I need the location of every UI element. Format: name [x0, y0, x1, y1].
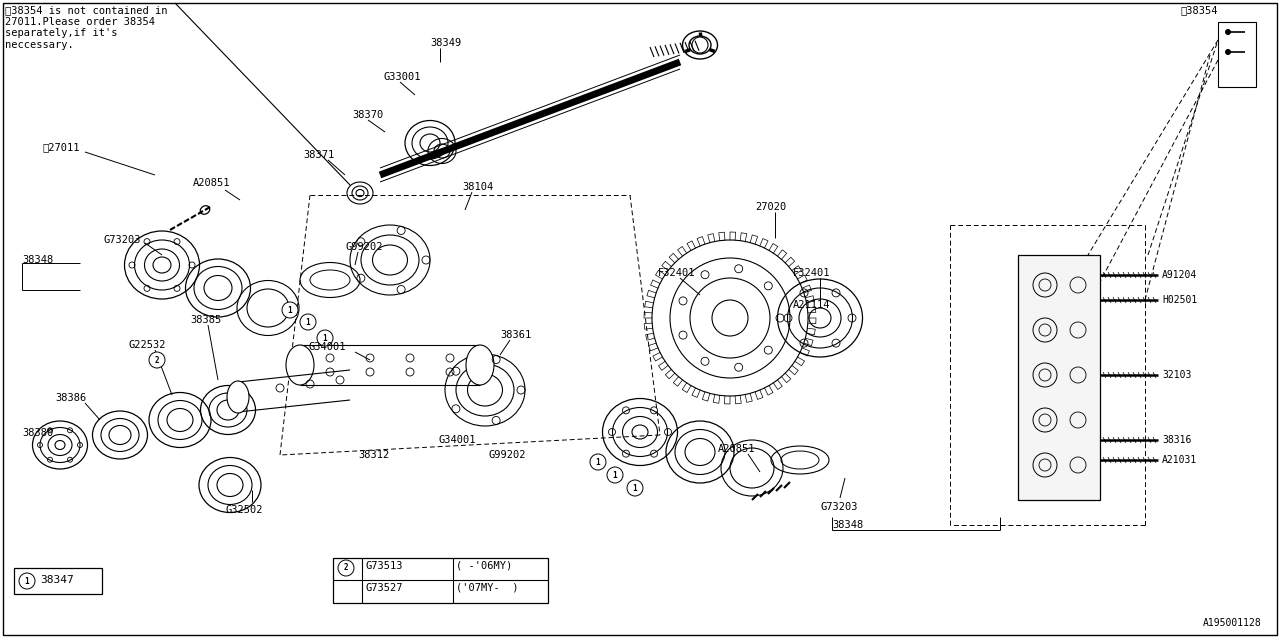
Text: 38385: 38385	[189, 315, 221, 325]
Text: 1: 1	[595, 458, 600, 467]
Text: 38371: 38371	[303, 150, 334, 160]
Text: 38348: 38348	[832, 520, 863, 530]
Text: 27020: 27020	[755, 202, 786, 212]
Text: G73203: G73203	[820, 502, 858, 512]
Text: G34001: G34001	[438, 435, 475, 445]
Text: G22532: G22532	[128, 340, 165, 350]
Text: ※27011: ※27011	[42, 142, 79, 152]
Text: A20851: A20851	[193, 178, 230, 188]
Text: 38380: 38380	[22, 428, 54, 438]
Text: 38312: 38312	[358, 450, 389, 460]
Text: ※38354 is not contained in
27011.Please order 38354
separately,if it's
neccessar: ※38354 is not contained in 27011.Please …	[5, 5, 168, 50]
Text: 38361: 38361	[500, 330, 531, 340]
Bar	[333, 558, 548, 603]
Bar	[1219, 22, 1256, 87]
Bar	[14, 568, 102, 594]
Text: 2: 2	[155, 355, 159, 365]
Text: G33001: G33001	[383, 72, 421, 82]
Circle shape	[590, 454, 605, 470]
Text: ('07MY-  ): ('07MY- )	[456, 583, 518, 593]
Circle shape	[607, 467, 623, 483]
Circle shape	[338, 560, 355, 576]
Text: 1: 1	[24, 577, 29, 586]
Text: A21114: A21114	[794, 300, 831, 310]
Text: 32103: 32103	[1162, 370, 1192, 380]
Text: 38104: 38104	[462, 182, 493, 192]
Circle shape	[300, 314, 316, 330]
Bar	[1018, 255, 1100, 500]
Text: H02501: H02501	[1162, 295, 1197, 305]
Text: 38386: 38386	[55, 393, 86, 403]
Text: A21031: A21031	[1162, 455, 1197, 465]
Text: ※38354: ※38354	[1180, 5, 1217, 15]
Text: G99202: G99202	[488, 450, 526, 460]
Text: 1: 1	[323, 333, 328, 342]
Circle shape	[1225, 49, 1230, 54]
Text: 38349: 38349	[430, 38, 461, 48]
Text: 1: 1	[632, 483, 637, 493]
Text: F32401: F32401	[658, 268, 695, 278]
Text: G99202: G99202	[346, 242, 383, 252]
Text: 38370: 38370	[352, 110, 383, 120]
Text: 38348: 38348	[22, 255, 54, 265]
Ellipse shape	[466, 345, 494, 385]
Text: G73203: G73203	[102, 235, 141, 245]
Text: 1: 1	[613, 470, 617, 479]
Text: 2: 2	[344, 563, 348, 573]
Ellipse shape	[227, 381, 250, 413]
Text: A195001128: A195001128	[1203, 618, 1262, 628]
Text: G73527: G73527	[365, 583, 402, 593]
Text: G34001: G34001	[308, 342, 346, 352]
Circle shape	[282, 302, 298, 318]
Text: A91204: A91204	[1162, 270, 1197, 280]
Text: 1: 1	[306, 317, 310, 326]
Circle shape	[148, 352, 165, 368]
Text: 38347: 38347	[40, 575, 74, 585]
Text: F32401: F32401	[794, 268, 831, 278]
Circle shape	[317, 330, 333, 346]
Ellipse shape	[285, 345, 314, 385]
Text: G73513: G73513	[365, 561, 402, 571]
Text: ( -'06MY): ( -'06MY)	[456, 561, 512, 571]
Circle shape	[627, 480, 643, 496]
Text: 38316: 38316	[1162, 435, 1192, 445]
Circle shape	[1225, 29, 1230, 35]
Circle shape	[19, 573, 35, 589]
Text: 1: 1	[288, 305, 292, 314]
Text: A20851: A20851	[718, 444, 755, 454]
Text: G32502: G32502	[225, 505, 262, 515]
